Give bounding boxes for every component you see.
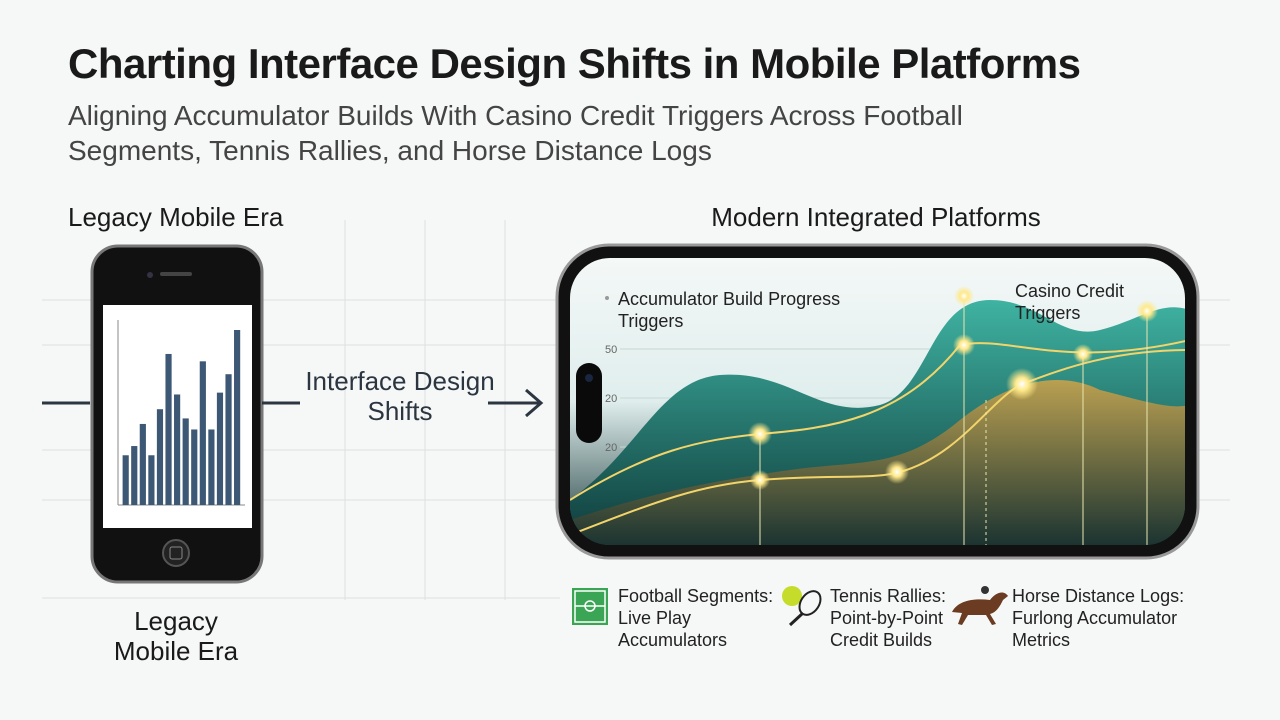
horse-icon (952, 586, 1008, 625)
bar (139, 423, 146, 505)
bar (165, 353, 172, 505)
bar (208, 429, 215, 505)
bar (191, 429, 198, 505)
legend-item: Horse Distance Logs: Furlong Accumulator… (1012, 585, 1202, 651)
subtitle: Aligning Accumulator Builds With Casino … (68, 100, 963, 166)
legacy-bar-chart (122, 330, 241, 505)
legend-text: Live Play Accumulators (618, 608, 728, 650)
legend-item: Football Segments: Live Play Accumulator… (618, 585, 783, 651)
caption: Legacy Mobile Era (113, 606, 239, 666)
title: Charting Interface Design Shifts in Mobi… (68, 40, 1081, 87)
transition-label: Interface Design Shifts (305, 366, 495, 426)
axis-label: 20 (605, 393, 617, 405)
legend-title: Horse Distance Logs: (1012, 586, 1185, 606)
bar (234, 330, 241, 505)
axis-label: 20 (605, 442, 617, 454)
bar (182, 418, 189, 505)
arrows (42, 388, 544, 418)
bar (131, 446, 138, 505)
bar (174, 394, 181, 505)
bar (122, 455, 129, 505)
modern-phone (555, 243, 1200, 560)
section-label: Modern Integrated Platforms (711, 202, 1041, 232)
legend-title: Football Segments: (618, 586, 774, 606)
football-icon (572, 588, 608, 625)
legend-text: Point-by-Point Credit Builds (830, 608, 944, 650)
section-label: Legacy Mobile Era (68, 202, 284, 232)
tennis-icon (782, 586, 822, 627)
bar (156, 409, 164, 505)
legend-text: Furlong Accumulator Metrics (1012, 608, 1178, 650)
bar (148, 455, 155, 505)
modern-annotations: Accumulator Build Progress Triggers Casin… (605, 281, 1124, 454)
annotation: Casino Credit Triggers (1015, 281, 1124, 323)
bar (216, 392, 224, 505)
legend-title: Tennis Rallies: (830, 586, 947, 606)
annotation: Accumulator Build Progress Triggers (618, 289, 840, 331)
axis-label: 50 (605, 344, 617, 356)
bar (225, 374, 232, 505)
bar (199, 361, 206, 505)
legend-item: Tennis Rallies: Point-by-Point Credit Bu… (830, 585, 960, 651)
